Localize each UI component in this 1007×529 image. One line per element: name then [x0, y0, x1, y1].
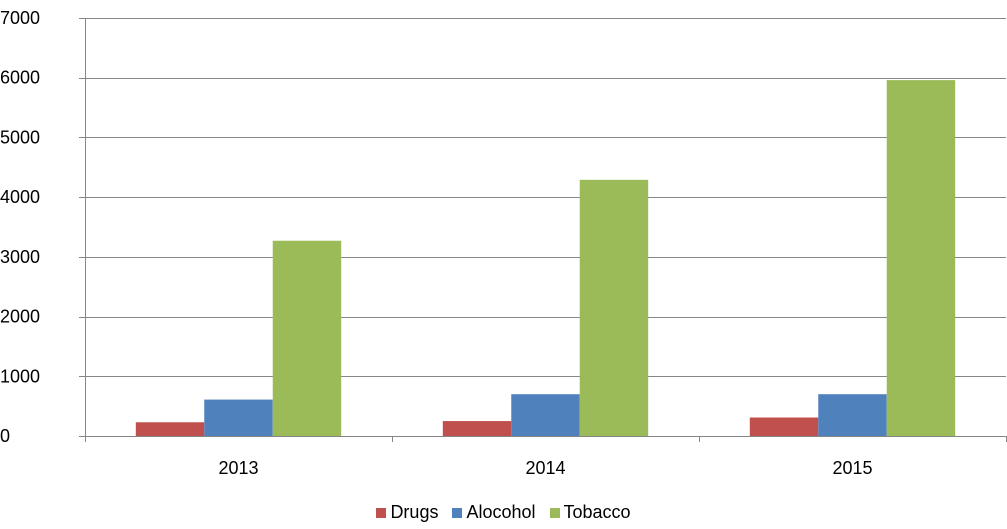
legend-item-alocohol: Alocohol	[452, 502, 536, 523]
y-tick-label: 6000	[0, 68, 40, 88]
bar-tobacco-2014	[579, 179, 649, 436]
legend-swatch	[549, 507, 560, 518]
y-tick-label: 1000	[0, 366, 40, 386]
legend-swatch	[376, 507, 387, 518]
y-tick-label: 5000	[0, 127, 40, 147]
y-axis-tick-labels: 0 1000 2000 3000 4000 5000 6000 7000	[0, 8, 40, 446]
legend-item-drugs: Drugs	[376, 502, 438, 523]
legend-item-tobacco: Tobacco	[549, 502, 631, 523]
x-tick-label: 2015	[832, 458, 872, 478]
y-tick-label: 7000	[0, 8, 40, 28]
bar-alocohol-2015	[818, 394, 887, 436]
legend: Drugs Alocohol Tobacco	[0, 502, 1007, 523]
bar-drugs-2015	[749, 417, 819, 436]
x-tick-label: 2013	[218, 458, 258, 478]
bar-drugs-2013	[135, 422, 205, 436]
y-tick-label: 0	[0, 426, 10, 446]
bars	[135, 80, 956, 437]
legend-label: Alocohol	[466, 502, 536, 522]
bar-tobacco-2013	[272, 240, 342, 436]
x-tick-label: 2014	[525, 458, 565, 478]
bar-alocohol-2014	[511, 394, 580, 436]
y-tick-label: 4000	[0, 187, 40, 207]
legend-swatch	[452, 507, 463, 518]
bar-tobacco-2015	[886, 80, 956, 437]
legend-label: Tobacco	[563, 502, 631, 522]
axes	[85, 18, 1007, 442]
bar-drugs-2014	[442, 421, 512, 436]
bar-alocohol-2013	[204, 399, 273, 436]
gridlines	[79, 18, 1006, 437]
x-axis-tick-labels: 2013 2014 2015	[218, 458, 872, 478]
legend-label: Drugs	[390, 502, 439, 522]
y-tick-label: 3000	[0, 247, 40, 267]
y-tick-label: 2000	[0, 307, 40, 327]
